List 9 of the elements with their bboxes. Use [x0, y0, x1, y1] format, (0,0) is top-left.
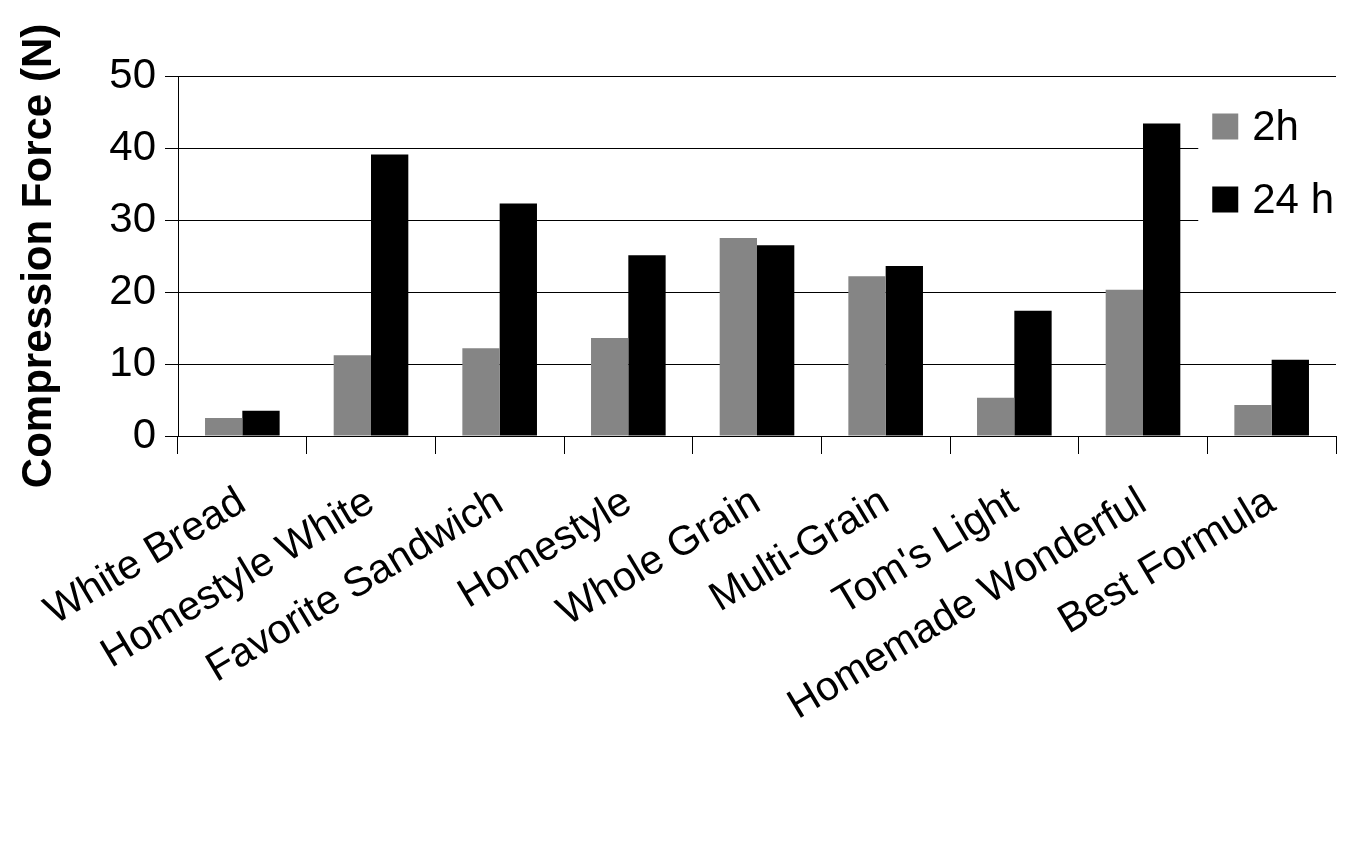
y-tick-label: 0	[132, 409, 156, 457]
y-tick-label: 10	[109, 337, 156, 385]
y-axis-title: Compression Force (N)	[12, 23, 60, 489]
legend-label: 2h	[1252, 102, 1299, 150]
y-tick-label: 50	[109, 49, 156, 97]
y-tick-label: 30	[109, 193, 156, 241]
y-tick-label: 20	[109, 265, 156, 313]
y-tick-label: 40	[109, 121, 156, 169]
legend-label: 24 h	[1252, 175, 1335, 223]
